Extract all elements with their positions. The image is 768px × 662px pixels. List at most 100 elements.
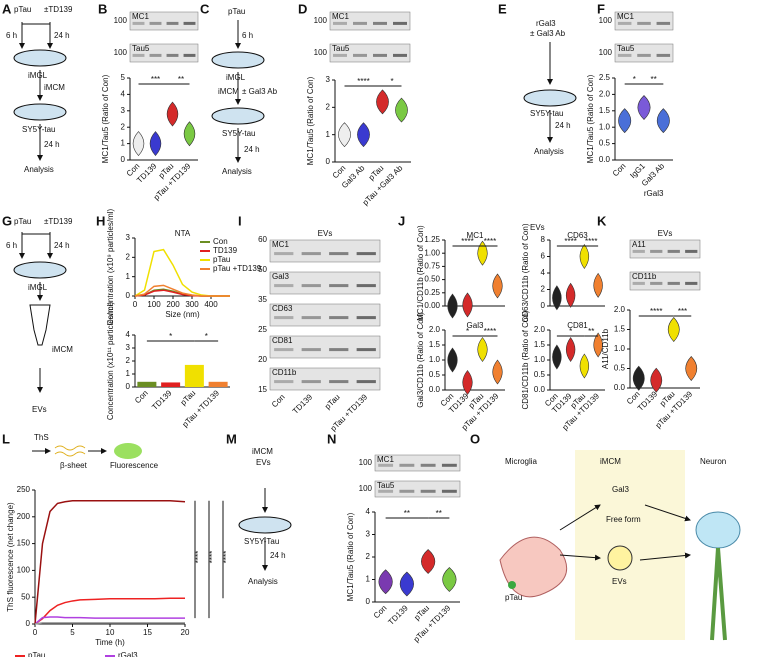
violin [447,347,458,373]
category-label: Con [270,393,287,410]
y-tick-label: 200 [17,512,31,521]
blot-band [667,281,680,285]
sig-label: **** [484,327,496,336]
label: EVs [256,458,271,467]
label: Gal3 [612,485,629,494]
blot-label: Tau5 [132,44,150,53]
blot-strip [629,239,701,259]
blot-band [378,489,394,493]
blot-tick: 20 [258,355,267,364]
sig-label: **** [222,551,231,563]
blot-tick: 15 [258,385,267,394]
y-axis-label: Concentration (x10⁹ particles/ml) [106,208,115,325]
y-tick-label: 1.5 [599,106,611,115]
y-tick-label: 2.5 [599,73,611,82]
sig-label: **** [564,237,576,246]
panel-letter: A [2,1,12,16]
blot-tick: 100 [359,458,373,467]
blot-tick: 50 [258,265,267,274]
violin [421,549,436,574]
y-tick-label: 0 [121,155,126,164]
blot-band [632,249,645,253]
y-tick-label: 0 [541,301,546,310]
y-axis-label: Gal3/CD11b (Ratio of Con) [416,312,425,408]
label: iMGL [28,283,48,292]
sig-label: **** [461,237,473,246]
blot-strip [374,480,461,498]
panel-letter: J [398,213,405,228]
violin [593,272,603,298]
series-line [34,499,186,625]
label: 24 h [244,145,260,154]
sig-label: **** [484,237,496,246]
y-tick-label: 3 [366,530,371,539]
y-axis-label: MC1/Tau5 (Ratio of Con) [306,76,315,165]
violin [477,240,488,266]
panel-letter: N [327,431,336,446]
y-tick-label: 5 [121,73,126,82]
violin [637,95,651,120]
violin [667,317,680,342]
sig-label: ** [404,509,410,518]
blot-band [274,348,294,352]
blot-band [333,53,347,57]
y-tick-label: 0.00 [424,301,440,310]
bar [184,364,204,387]
y-tick-label: 1 [326,130,331,139]
violin [656,108,670,134]
violin [632,365,645,391]
y-tick-label: 1.0 [614,344,626,353]
blot-band [632,281,645,285]
blot-tick: 60 [258,235,267,244]
y-tick-label: 4 [126,330,131,339]
violin [618,108,632,134]
category-label: pTau [412,604,431,623]
label: 24 h [555,121,571,130]
panel-letter: F [597,1,605,16]
y-tick-label: 50 [21,592,30,601]
series-line [34,622,185,625]
blot-band [183,53,196,57]
category-label: Con [133,389,150,406]
y-tick-label: 150 [17,539,31,548]
sig-label: ** [436,509,442,518]
blot-strip [129,11,199,31]
bar [208,381,228,387]
blot-band [274,284,294,288]
sig-label: * [205,332,208,341]
blot-title: EVs [658,229,673,238]
panel-letter: I [238,213,242,228]
violin [552,285,562,311]
violin [650,367,663,393]
violin [492,273,503,299]
blot-band [373,21,387,25]
blot-tick: 100 [114,48,128,57]
y-tick-label: 1.0 [429,355,441,364]
y-tick-label: 2 [126,252,131,261]
violin [685,356,698,381]
blot-band [353,53,367,57]
y-tick-label: 2 [121,122,126,131]
blot-band [353,21,367,25]
label: Analysis [534,147,564,156]
y-tick-label: 0.0 [534,385,546,394]
y-axis-label: CD81/CD11b (Ratio of Con) [521,310,530,409]
blot-band [149,21,162,25]
blot-band [301,316,321,320]
panel-letter: E [498,1,507,16]
y-tick-label: 1 [126,369,131,378]
blot-strip [269,271,381,295]
label: pTau [228,7,245,16]
sig-label: **** [208,551,217,563]
sig-label: *** [151,75,160,84]
violin [552,344,562,370]
violin [378,569,393,595]
violin [132,131,145,157]
x-tick-label: 20 [181,628,190,637]
blot-band [356,348,376,352]
blot-label: MC1 [132,12,149,21]
legend-label: Con [213,237,228,246]
violin [579,353,590,379]
x-tick-label: 300 [185,300,199,309]
blot-band [685,281,698,285]
